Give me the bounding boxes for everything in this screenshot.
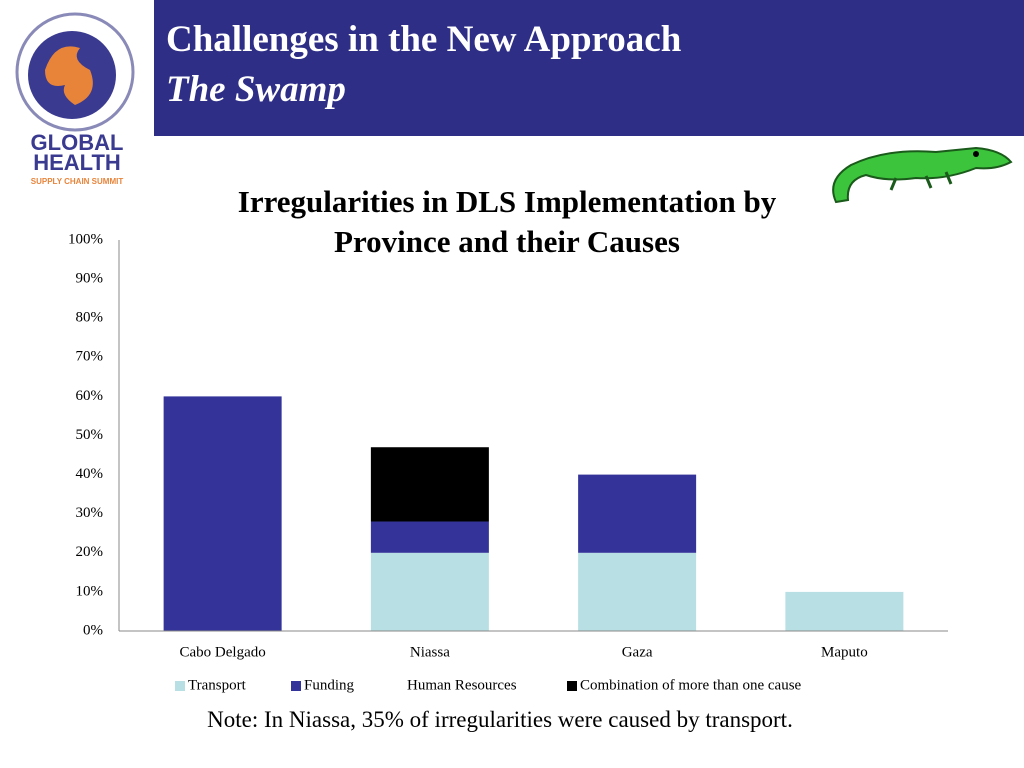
x-tick-label: Gaza — [622, 644, 653, 660]
header: Challenges in the New Approach The Swamp — [154, 0, 1024, 136]
logo-ring — [15, 12, 135, 132]
y-tick-label: 10% — [76, 583, 104, 599]
legend-marker — [394, 681, 404, 691]
y-tick-label: 90% — [76, 271, 104, 287]
chart-title: Irregularities in DLS Implementation by … — [237, 184, 777, 259]
logo-text: HEALTH — [33, 150, 121, 175]
legend-marker — [291, 681, 301, 691]
y-tick-label: 40% — [76, 466, 104, 482]
legend-label: Funding — [304, 677, 355, 693]
y-tick-label: 60% — [76, 388, 104, 404]
header-title: Challenges in the New Approach — [166, 19, 682, 60]
y-tick-label: 30% — [76, 505, 104, 521]
header-subtitle: The Swamp — [166, 69, 346, 110]
logo-continent — [45, 46, 93, 105]
legend-marker — [567, 681, 577, 691]
x-tick-label: Niassa — [410, 644, 450, 660]
y-tick-label: 20% — [76, 544, 104, 560]
logo-text: SUPPLY CHAIN SUMMIT — [31, 177, 124, 186]
bar-segment — [370, 447, 489, 522]
legend-label: Transport — [188, 677, 247, 693]
y-tick-label: 80% — [76, 310, 104, 326]
note: Note: In Niassa, 35% of irregularities w… — [207, 707, 793, 732]
logo-text: GLOBAL — [31, 130, 124, 155]
y-tick-label: 70% — [76, 349, 104, 365]
legend-label: Human Resources — [407, 677, 517, 693]
bar-segment — [578, 552, 697, 631]
x-tick-label: Maputo — [821, 644, 868, 660]
bar-segment — [370, 521, 489, 553]
x-tick-label: Cabo Delgado — [180, 644, 266, 660]
bar-segment — [578, 474, 697, 553]
y-tick-label: 0% — [83, 622, 103, 638]
bar-segment — [163, 396, 282, 631]
y-tick-label: 50% — [76, 427, 104, 443]
bar-segment — [370, 552, 489, 631]
legend-marker — [175, 681, 185, 691]
legend-label: Combination of more than one cause — [580, 677, 802, 693]
y-tick-label: 100% — [68, 231, 103, 247]
alligator — [832, 146, 1013, 204]
logo: GLOBAL HEALTH SUPPLY CHAIN SUMMIT — [15, 12, 135, 186]
bar-segment — [785, 591, 904, 631]
